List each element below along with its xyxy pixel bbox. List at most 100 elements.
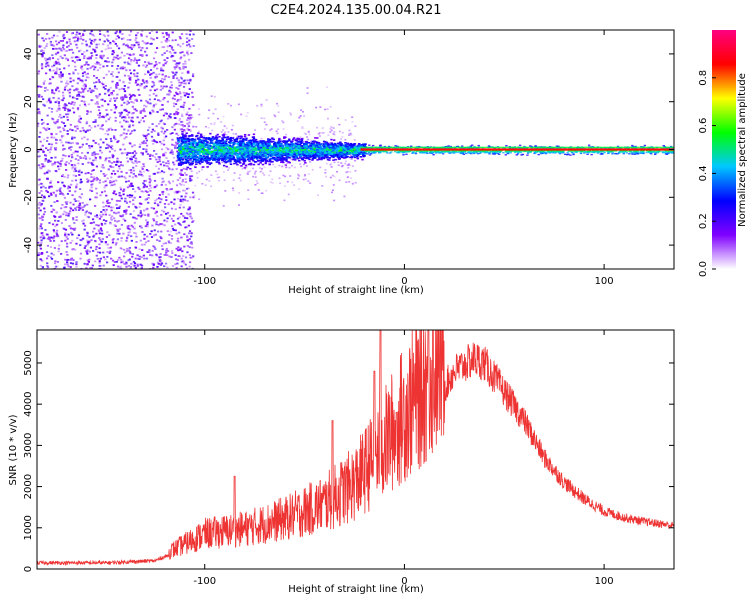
heatmap-cell [154,199,157,202]
heatmap-cell [109,184,113,187]
heatmap-cell [145,42,148,45]
heatmap-cell [38,178,41,181]
heatmap-cell [291,144,294,146]
heatmap-cell [130,182,133,185]
heatmap-cell [138,121,141,124]
heatmap-cell [224,161,227,164]
heatmap-cell [62,213,65,216]
heatmap-cell [119,30,122,33]
heatmap-cell [145,144,149,147]
heatmap-cell [186,111,189,114]
heatmap-cell [141,109,144,112]
heatmap-cell [42,81,45,84]
heatmap-cell [166,217,169,220]
heatmap-cell [140,226,143,229]
heatmap-cell [195,125,198,128]
heatmap-cell [120,223,124,226]
heatmap-cell [37,207,41,209]
heatmap-cell [140,34,143,37]
heatmap-cell [288,156,291,159]
heatmap-cell [55,89,58,92]
heatmap-cell [124,209,127,212]
heatmap-cell [268,163,271,166]
heatmap-cell [160,170,164,173]
heatmap-cell [155,198,159,201]
heatmap-cell [161,193,164,196]
heatmap-cell [37,254,40,257]
heatmap-cell [186,251,189,254]
heatmap-cell [301,110,304,113]
heatmap-cell [135,175,138,178]
heatmap-cell [71,85,74,88]
heatmap-cell [176,113,179,116]
heatmap-cell [92,235,95,238]
heatmap-cell [67,141,70,144]
heatmap-cell [107,128,110,131]
heatmap-cell [304,133,307,135]
heatmap-cell [277,141,280,143]
heatmap-cell [167,241,171,244]
heatmap-cell [272,163,275,166]
heatmap-cell [50,252,53,255]
heatmap-cell [119,134,122,137]
heatmap-cell [113,104,116,106]
heatmap-cell [70,146,73,148]
heatmap-cell [129,78,132,81]
heatmap-cell [97,143,100,146]
heatmap-cell [111,53,114,56]
heatmap-cell [110,218,113,221]
heatmap-cell [65,161,68,163]
heatmap-cell [102,65,105,68]
heatmap-cell [288,138,291,141]
heatmap-cell [97,124,100,127]
heatmap-cell [91,183,94,185]
heatmap-cell [126,247,129,250]
heatmap-cell [81,42,84,45]
heatmap-cell [247,189,250,191]
heatmap-cell [86,259,89,262]
heatmap-cell [123,115,126,118]
heatmap-cell [88,56,91,59]
heatmap-cell [77,36,80,39]
heatmap-cell [348,181,351,183]
heatmap-cell [307,141,311,144]
heatmap-cell [318,135,321,137]
heatmap-cell [242,162,246,165]
heatmap-cell [117,36,121,39]
heatmap-cell [95,224,98,226]
heatmap-cell [128,77,131,80]
heatmap-cell [46,136,49,139]
heatmap-cell [360,144,363,146]
heatmap-cell [90,176,93,179]
heatmap-cell [170,86,173,89]
heatmap-cell [354,181,357,184]
heatmap-cell [130,239,133,242]
heatmap-cell [88,240,91,243]
heatmap-cell [128,250,132,253]
heatmap-cell [53,64,56,67]
heatmap-cell [126,61,129,64]
heatmap-cell [130,130,134,132]
heatmap-cell [129,76,132,79]
heatmap-cell [78,206,81,209]
heatmap-cell [83,64,86,66]
heatmap-cell [40,63,44,65]
heatmap-cell [192,150,195,153]
heatmap-cell [333,131,336,133]
heatmap-cell [340,162,343,164]
heatmap-cell [44,65,48,68]
heatmap-cell [74,69,77,71]
heatmap-cell [39,247,42,250]
heatmap-cell [79,244,82,247]
heatmap-cell [82,90,85,93]
heatmap-cell [58,63,61,66]
heatmap-cell [215,138,218,141]
heatmap-cell [138,94,141,96]
heatmap-cell [168,50,172,53]
heatmap-cell [179,92,182,95]
heatmap-cell [91,152,94,155]
heatmap-cell [189,167,192,170]
heatmap-cell [88,87,91,90]
heatmap-cell [40,95,43,98]
heatmap-cell [160,69,163,72]
